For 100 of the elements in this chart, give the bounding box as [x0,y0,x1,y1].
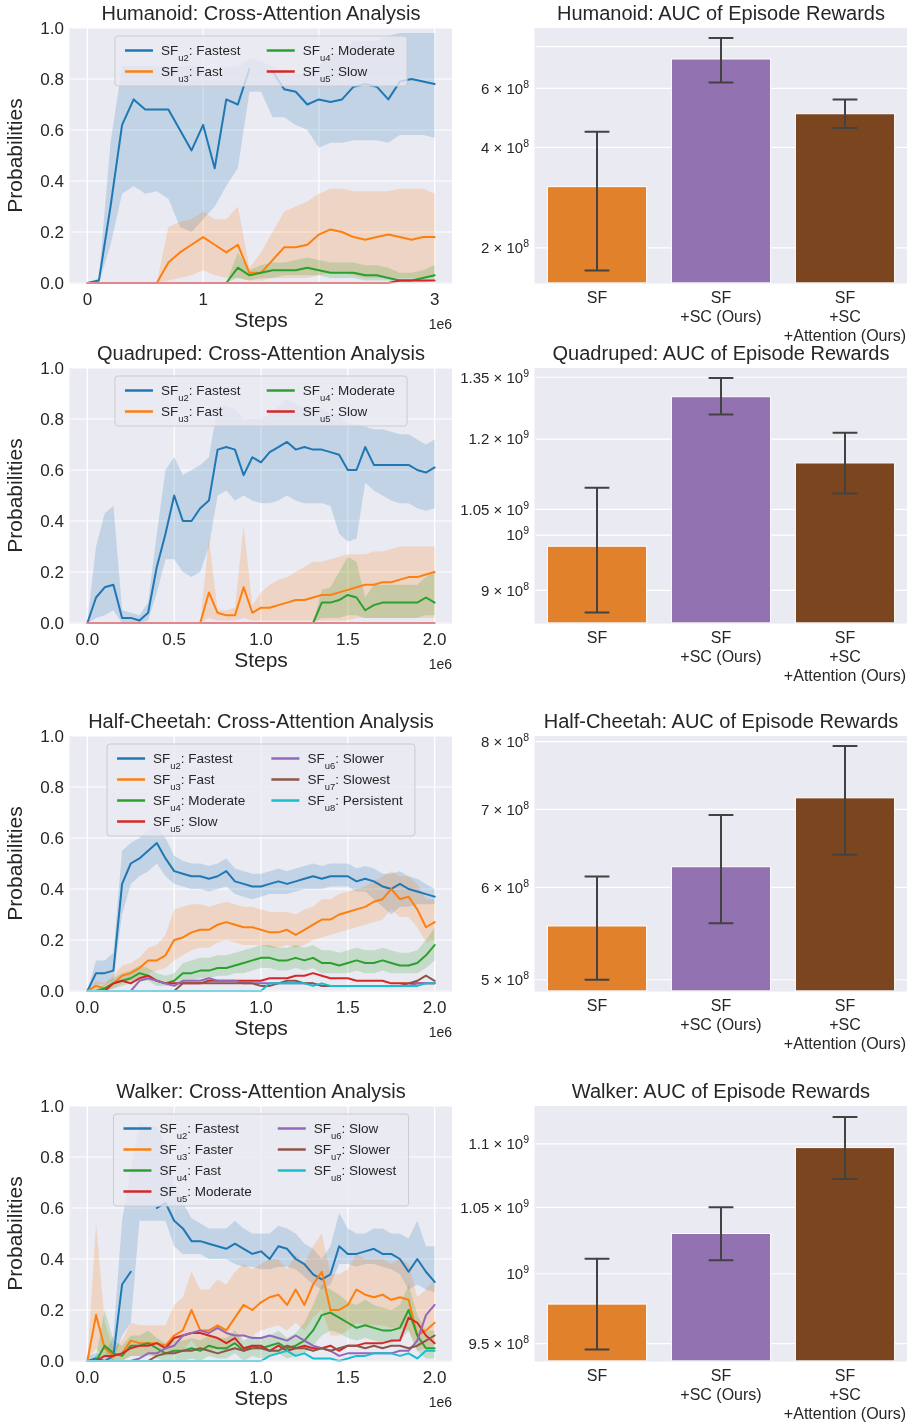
legend-label: SF$_{u4}$: Fast [159,1163,222,1183]
y-tick-label: 0.6 [40,120,64,140]
legend-label: SF$_{u5}$: Moderate [159,1184,252,1204]
y-tick-label: 0.2 [40,222,64,242]
x-tick-label: 1.0 [249,629,273,649]
y-tick-label: 0.2 [40,1300,64,1320]
legend-label: SF$_{u5}$: Slow [153,814,218,834]
y-axis-title: Probabilities [3,438,26,553]
y-tick-label: 1.0 [40,358,64,378]
y-tick-label: 0.4 [40,511,64,531]
y-tick-label: 1.05 × 10$^{9}$ [460,1196,530,1216]
x-tick-label: 1.5 [336,629,360,649]
y-tick-label: 0.8 [40,69,64,89]
x-tick-label: SF +SC (Ours) [680,1367,762,1404]
y-tick-label: 7 × 10$^{8}$ [481,798,530,818]
text: 1e6 [428,656,453,672]
y-tick-label: 0.8 [40,409,64,429]
y-tick-label: 0.6 [40,828,64,848]
x-axis-title: Steps [234,648,288,671]
x-tick-label: SF [586,997,608,1014]
legend-label: SF$_{u2}$: Fastest [159,1121,240,1141]
legend-label: SF$_{u4}$: Moderate [302,43,396,63]
x-tick-label: 1.0 [249,997,273,1017]
legend-label: SF$_{u6}$: Slower [307,751,385,771]
y-tick-label: 2 × 10$^{8}$ [481,237,530,257]
y-tick-label: 0.2 [40,562,64,582]
chart-title: Half-Cheetah: Cross-Attention Analysis [88,710,434,732]
y-tick-label: 0.6 [40,460,64,480]
legend-label: SF$_{u2}$: Fastest [160,383,241,403]
chart-title: Walker: Cross-Attention Analysis [116,1080,406,1102]
y-tick-label: 0.4 [40,879,64,899]
y-tick-label: 0.2 [40,930,64,950]
x-axis-title: Steps [234,308,288,331]
x-tick-label: 2 [314,289,324,309]
x-tick-label: SF +SC +Attention (Ours) [783,629,907,685]
y-tick-label: 0.0 [40,613,64,633]
legend-label: SF$_{u2}$: Fastest [160,43,241,63]
y-tick-label: 1.1 × 10$^{9}$ [468,1133,530,1153]
x-tick-label: 0.0 [75,997,100,1017]
x-tick-label: 3 [429,289,440,309]
text: 1e6 [428,1024,453,1040]
legend-label: SF$_{u5}$: Slow [302,64,368,84]
y-tick-label: 1.05 × 10$^{9}$ [460,498,530,518]
x-tick-label: SF [586,1367,608,1384]
y-tick-label: 0.0 [40,1351,64,1371]
y-tick-label: 4 × 10$^{8}$ [481,136,530,156]
legend-label: SF$_{u5}$: Slow [302,404,368,424]
y-tick-label: 9.5 × 10$^{8}$ [468,1332,530,1352]
legend-label: SF$_{u3}$: Fast [153,772,215,792]
x-tick-label: 0 [82,289,93,309]
x-tick-label: 0.0 [75,1367,100,1387]
x-tick-label: 1 [198,289,208,309]
legend-label: SF$_{u7}$: Slower [313,1142,391,1162]
y-tick-label: 1.2 × 10$^{9}$ [468,428,530,448]
x-tick-label: 0.0 [75,629,100,649]
legend-label: SF$_{u3}$: Fast [160,404,223,424]
chart-title: Humanoid: Cross-Attention Analysis [101,2,421,24]
y-tick-label: 1.0 [40,726,64,746]
x-tick-label: SF [586,289,608,306]
legend-label: SF$_{u2}$: Fastest [153,751,233,771]
y-tick-label: 1.0 [40,18,64,38]
y-tick-label: 1.0 [40,1096,64,1116]
y-tick-label: 0.8 [40,777,64,797]
legend-label: SF$_{u7}$: Slowest [307,772,391,792]
x-tick-label: 1.5 [336,1367,360,1387]
chart-title: Quadruped: Cross-Attention Analysis [97,342,425,364]
y-tick-label: 0.4 [40,171,64,191]
legend-label: SF$_{u8}$: Persistent [307,793,403,813]
x-tick-label: 1.5 [336,997,360,1017]
x-tick-label: SF +SC (Ours) [680,997,762,1034]
x-tick-label: SF +SC +Attention (Ours) [783,289,907,345]
x-axis-title: Steps [234,1016,288,1039]
x-tick-label: 2.0 [422,1367,447,1387]
y-tick-label: 10$^{9}$ [506,1263,530,1283]
y-tick-label: 0.0 [40,981,64,1001]
x-tick-label: SF [586,629,608,646]
legend-label: SF$_{u6}$: Slow [313,1121,379,1141]
y-axis-title: Probabilities [3,1176,26,1291]
x-tick-label: SF +SC +Attention (Ours) [783,997,907,1053]
legend-label: SF$_{u4}$: Moderate [302,383,396,403]
legend-label: SF$_{u4}$: Moderate [153,793,246,813]
y-axis-title: Probabilities [3,98,26,213]
chart-title: Walker: AUC of Episode Rewards [571,1080,871,1102]
y-tick-label: 1.35 × 10$^{9}$ [460,366,530,386]
y-axis-title: Probabilities [3,806,26,921]
y-tick-label: 6 × 10$^{8}$ [481,77,530,97]
chart-title: Half-Cheetah: AUC of Episode Rewards [543,710,899,732]
x-tick-label: 2.0 [422,629,447,649]
x-tick-label: 0.5 [162,629,186,649]
x-tick-label: 1.0 [249,1367,273,1387]
y-tick-label: 10$^{9}$ [506,524,530,544]
x-tick-label: 0.5 [162,1367,186,1387]
y-tick-label: 6 × 10$^{8}$ [481,876,530,896]
y-tick-label: 8 × 10$^{8}$ [481,730,530,750]
legend-label: SF$_{u3}$: Faster [159,1142,234,1162]
chart-title: Humanoid: AUC of Episode Rewards [557,2,885,24]
legend-label: SF$_{u3}$: Fast [160,64,223,84]
x-axis-title: Steps [234,1386,288,1409]
y-tick-label: 9 × 10$^{8}$ [481,579,530,599]
x-tick-label: SF +SC (Ours) [680,289,762,326]
